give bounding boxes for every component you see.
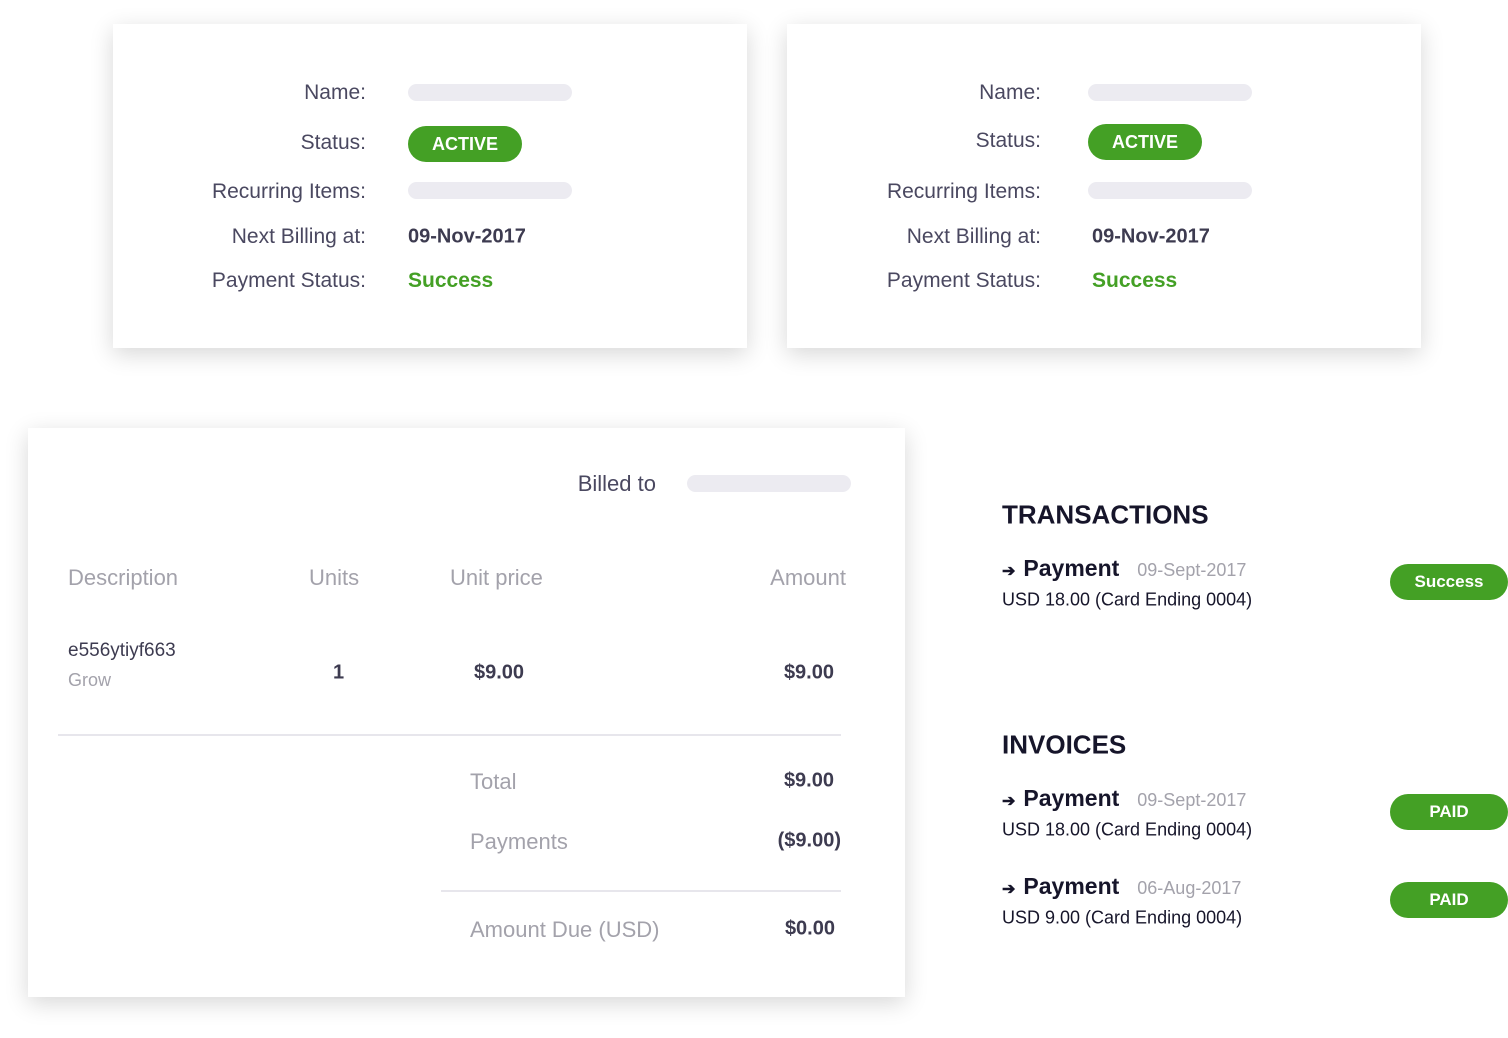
invoice-date: 06-Aug-2017 — [1137, 878, 1242, 898]
invoices-title: INVOICES — [1002, 729, 1127, 760]
total-label: Total — [470, 769, 517, 794]
amount-due-value: $0.00 — [784, 917, 835, 940]
invoice-card: Billed to Description Units Unit price A… — [28, 428, 905, 997]
billed-to-placeholder — [687, 475, 851, 492]
status-badge: ACTIVE — [408, 126, 522, 162]
next-billing-label: Next Billing at: — [231, 225, 366, 248]
status-badge: ACTIVE — [1088, 124, 1202, 160]
invoice-item[interactable]: ➔ Payment 06-Aug-2017 — [1002, 873, 1241, 900]
transaction-label: Payment — [1023, 555, 1120, 581]
header-units: Units — [309, 565, 360, 590]
name-placeholder — [408, 84, 572, 101]
invoice-status-badge: PAID — [1390, 882, 1508, 918]
transaction-date: 09-Sept-2017 — [1137, 560, 1247, 580]
item-unit-price: $9.00 — [474, 661, 525, 684]
invoice-status-badge: PAID — [1390, 794, 1508, 830]
item-plan: Grow — [68, 670, 112, 690]
transaction-detail: USD 18.00 (Card Ending 0004) — [1002, 589, 1253, 610]
next-billing-label: Next Billing at: — [906, 225, 1041, 248]
subscription-card: Name: Status: ACTIVE Recurring Items: Ne… — [787, 24, 1421, 348]
invoice-item[interactable]: ➔ Payment 09-Sept-2017 — [1002, 785, 1246, 812]
arrow-right-icon: ➔ — [1002, 563, 1016, 580]
payment-status-value: Success — [408, 269, 494, 292]
header-amount: Amount — [770, 565, 846, 590]
header-unit-price: Unit price — [450, 565, 543, 590]
name-label: Name: — [304, 81, 366, 104]
status-label: Status: — [975, 129, 1041, 152]
payments-label: Payments — [470, 829, 568, 854]
payments-value: ($9.00) — [777, 829, 841, 852]
divider — [441, 890, 841, 892]
total-value: $9.00 — [783, 769, 834, 792]
payment-status-value: Success — [1092, 269, 1178, 292]
invoice-detail: USD 18.00 (Card Ending 0004) — [1002, 819, 1253, 840]
recurring-items-placeholder — [1088, 182, 1252, 199]
next-billing-value: 09-Nov-2017 — [408, 225, 526, 248]
payment-status-label: Payment Status: — [886, 269, 1041, 292]
divider — [58, 734, 841, 736]
subscription-card: Name: Status: ACTIVE Recurring Items: Ne… — [113, 24, 747, 348]
next-billing-value: 09-Nov-2017 — [1092, 225, 1210, 248]
billed-to-label: Billed to — [577, 471, 656, 496]
invoice-label: Payment — [1023, 873, 1120, 899]
item-amount: $9.00 — [783, 661, 834, 684]
recurring-items-label: Recurring Items: — [211, 180, 366, 203]
item-description: e556ytiyf663 — [68, 640, 176, 661]
payment-status-label: Payment Status: — [211, 269, 366, 292]
status-label: Status: — [300, 131, 366, 154]
recurring-items-label: Recurring Items: — [886, 180, 1041, 203]
arrow-right-icon: ➔ — [1002, 881, 1016, 898]
header-description: Description — [68, 565, 179, 590]
item-units: 1 — [333, 661, 345, 684]
transactions-title: TRANSACTIONS — [1002, 499, 1209, 530]
arrow-right-icon: ➔ — [1002, 793, 1016, 810]
recurring-items-placeholder — [408, 182, 572, 199]
transaction-status-badge: Success — [1390, 564, 1508, 600]
invoice-detail: USD 9.00 (Card Ending 0004) — [1002, 907, 1243, 928]
name-placeholder — [1088, 84, 1252, 101]
invoice-date: 09-Sept-2017 — [1137, 790, 1247, 810]
amount-due-label: Amount Due (USD) — [470, 917, 660, 942]
name-label: Name: — [979, 81, 1041, 104]
transaction-item[interactable]: ➔ Payment 09-Sept-2017 — [1002, 555, 1246, 582]
invoice-label: Payment — [1023, 785, 1120, 811]
